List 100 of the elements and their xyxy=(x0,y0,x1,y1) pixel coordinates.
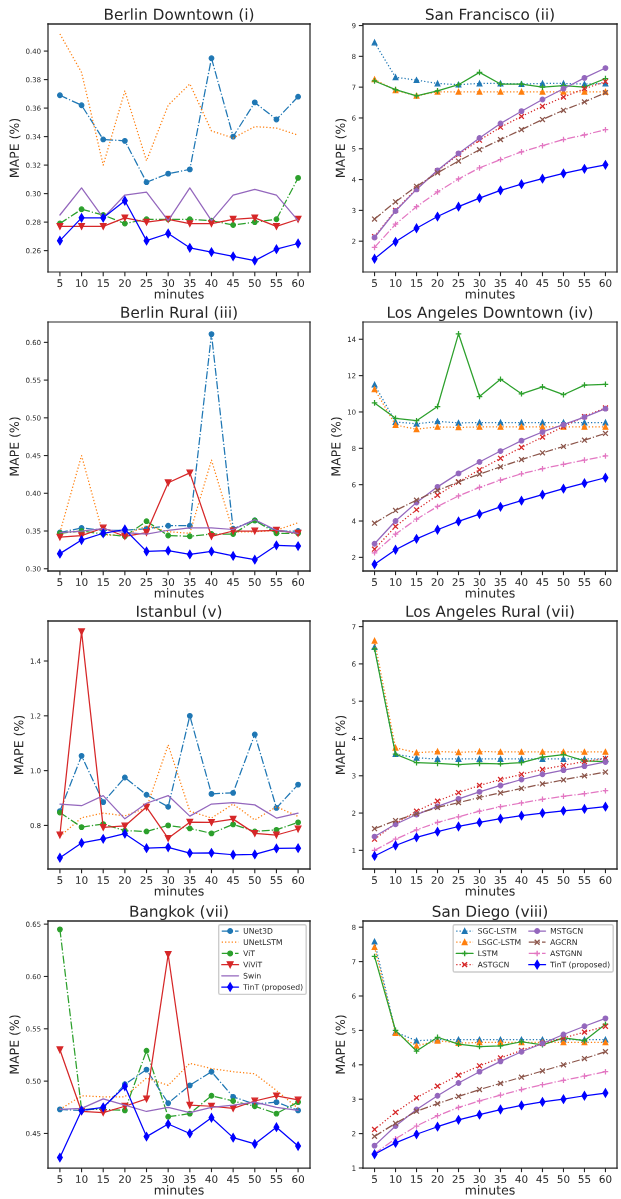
x-tick-label: 25 xyxy=(140,1175,153,1184)
x-tick-label: 30 xyxy=(162,578,175,587)
y-axis-title: MAPE (%) xyxy=(335,715,347,774)
y-axis-title: MAPE (%) xyxy=(335,118,347,177)
x-tick-label: 20 xyxy=(119,876,131,885)
x-tick-label: 30 xyxy=(473,876,486,885)
x-tick-label: 60 xyxy=(292,578,305,587)
x-tick-label: 25 xyxy=(452,1175,465,1184)
x-tick-label: 15 xyxy=(411,279,423,288)
x-tick-label: 45 xyxy=(227,876,239,885)
x-tick-label: 25 xyxy=(452,279,465,288)
x-tick-label: 15 xyxy=(97,1175,109,1184)
x-tick-label: 45 xyxy=(227,1175,239,1184)
chart-title: Berlin Downtown (i) xyxy=(104,8,254,22)
x-tick-label: 45 xyxy=(227,578,239,587)
x-tick-label: 10 xyxy=(390,1175,402,1184)
x-tick-label: 25 xyxy=(452,876,465,885)
x-tick-label: 10 xyxy=(390,578,402,587)
x-tick-label: 15 xyxy=(411,876,423,885)
x-tick-label: 35 xyxy=(494,578,507,587)
x-tick-label: 20 xyxy=(431,578,444,587)
x-tick-label: 20 xyxy=(119,578,131,587)
x-axis-title: minutes xyxy=(154,588,204,598)
x-tick-label: 45 xyxy=(536,578,549,587)
x-tick-label: 25 xyxy=(140,279,153,288)
x-tick-label: 5 xyxy=(372,876,377,885)
x-tick-label: 40 xyxy=(205,1175,218,1184)
x-tick-label: 50 xyxy=(248,578,261,587)
x-tick-label: 45 xyxy=(536,876,549,885)
x-tick-label: 40 xyxy=(515,1175,528,1184)
x-axis-title: minutes xyxy=(154,1185,204,1195)
x-tick-label: 35 xyxy=(494,279,507,288)
x-tick-label: 15 xyxy=(411,578,423,587)
x-tick-label: 55 xyxy=(578,1175,591,1184)
x-tick-label: 55 xyxy=(578,876,591,885)
x-tick-label: 60 xyxy=(599,1175,612,1184)
x-tick-label: 5 xyxy=(372,578,377,587)
x-tick-label: 60 xyxy=(599,279,612,288)
x-tick-label: 20 xyxy=(431,279,444,288)
x-tick-label: 35 xyxy=(494,1175,507,1184)
x-tick-label: 40 xyxy=(515,578,528,587)
x-tick-label: 45 xyxy=(536,1175,549,1184)
x-tick-label: 30 xyxy=(473,1175,486,1184)
x-axis-title: minutes xyxy=(465,289,515,299)
x-tick-label: 35 xyxy=(183,876,196,885)
x-tick-label: 50 xyxy=(557,1175,570,1184)
x-tick-label: 5 xyxy=(57,578,63,587)
x-tick-label: 40 xyxy=(515,876,528,885)
x-tick-label: 10 xyxy=(76,578,88,587)
x-tick-label: 60 xyxy=(292,1175,305,1184)
x-tick-label: 15 xyxy=(97,876,109,885)
x-tick-label: 50 xyxy=(248,876,261,885)
x-tick-label: 40 xyxy=(205,578,218,587)
x-axis-title: minutes xyxy=(465,886,515,896)
y-axis-title: MAPE (%) xyxy=(9,1015,21,1074)
x-tick-label: 60 xyxy=(599,578,612,587)
chart-title: Los Angeles Downtown (iv) xyxy=(388,306,593,322)
x-tick-label: 10 xyxy=(76,279,88,288)
x-tick-label: 50 xyxy=(248,279,261,288)
x-tick-label: 25 xyxy=(140,578,153,587)
x-tick-label: 60 xyxy=(292,279,305,288)
x-tick-label: 5 xyxy=(57,876,63,885)
chart-title: Berlin Rural (iii) xyxy=(121,306,237,320)
chart-title: San Francisco (ii) xyxy=(425,8,554,22)
y-axis-title: MAPE (%) xyxy=(9,118,21,177)
x-tick-label: 30 xyxy=(473,279,486,288)
x-tick-label: 40 xyxy=(205,876,218,885)
x-tick-label: 15 xyxy=(411,1175,423,1184)
chart-title: Los Angeles Rural (vii) xyxy=(406,605,574,621)
x-tick-label: 5 xyxy=(57,279,63,288)
x-tick-label: 55 xyxy=(270,578,283,587)
x-tick-label: 35 xyxy=(494,876,507,885)
x-axis-title: minutes xyxy=(465,588,515,598)
x-tick-label: 30 xyxy=(162,1175,175,1184)
x-tick-label: 15 xyxy=(97,578,109,587)
y-axis-title: MAPE (%) xyxy=(13,715,25,774)
x-tick-label: 10 xyxy=(390,279,402,288)
x-tick-label: 35 xyxy=(183,1175,196,1184)
x-tick-label: 20 xyxy=(431,1175,444,1184)
x-tick-label: 55 xyxy=(270,876,283,885)
x-tick-label: 10 xyxy=(390,876,402,885)
x-tick-label: 30 xyxy=(162,876,175,885)
y-axis-title: MAPE (%) xyxy=(335,1015,347,1074)
x-tick-label: 55 xyxy=(578,279,591,288)
x-tick-label: 35 xyxy=(183,279,196,288)
chart-title: Bangkok (vii) xyxy=(130,905,228,921)
x-tick-label: 50 xyxy=(557,876,570,885)
x-axis-title: minutes xyxy=(154,886,204,896)
y-axis-title: MAPE (%) xyxy=(330,417,343,476)
x-tick-label: 50 xyxy=(248,1175,261,1184)
chart-title: San Diego (viii) xyxy=(432,905,547,921)
x-tick-label: 45 xyxy=(536,279,549,288)
x-tick-label: 45 xyxy=(227,279,239,288)
chart-title: Istanbul (v) xyxy=(137,605,222,619)
x-tick-label: 20 xyxy=(119,279,131,288)
x-tick-label: 40 xyxy=(515,279,528,288)
x-tick-label: 25 xyxy=(452,578,465,587)
x-tick-label: 20 xyxy=(431,876,444,885)
x-tick-label: 50 xyxy=(557,279,570,288)
x-tick-label: 5 xyxy=(372,279,377,288)
